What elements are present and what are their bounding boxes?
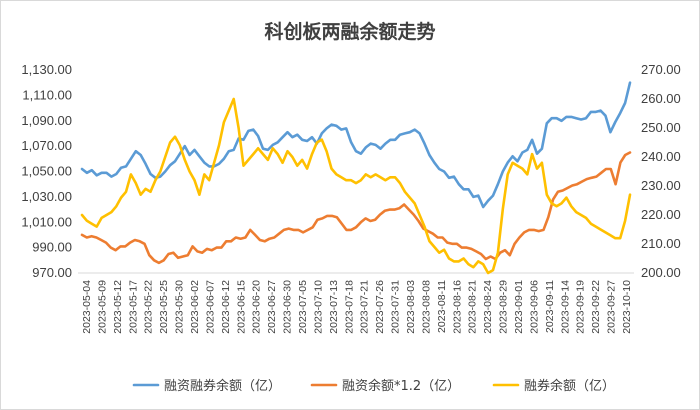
x-tick-label: 2023-05-12: [112, 280, 124, 334]
x-tick-label: 2023-05-17: [127, 280, 139, 334]
series-line-3: [80, 97, 632, 275]
x-tick-label: 2023-09-19: [575, 280, 587, 334]
x-tick-label: 2023-07-13: [328, 280, 340, 334]
y-right-tick-label: 260.00: [641, 91, 681, 106]
x-tick-label: 2023-08-24: [482, 280, 494, 334]
y-right-axis: 200.00 210.00 220.00 230.00 240.00 250.00 260.…: [641, 62, 681, 280]
legend-label-1: 融资融券余额（亿）: [164, 378, 281, 394]
x-tick-label: 2023-08-29: [498, 280, 510, 334]
x-tick-label: 2023-06-15: [235, 280, 247, 334]
x-tick-label: 2023-09-22: [590, 280, 602, 334]
x-tick-label: 2023-05-04: [81, 280, 93, 334]
x-tick-label: 2023-09-14: [559, 280, 571, 334]
y-right-tick-label: 230.00: [641, 178, 681, 193]
x-tick-label: 2023-07-31: [390, 280, 402, 334]
series-line-1: [80, 81, 632, 209]
legend: 融资融券余额（亿） 融资余额*1.2（亿） 融券余额（亿）: [132, 378, 615, 394]
x-tick-label: 2023-06-30: [282, 280, 294, 334]
y-right-tick-label: 240.00: [641, 149, 681, 164]
x-tick-label: 2023-06-12: [220, 280, 232, 334]
y-left-tick-label: 990.00: [32, 240, 72, 255]
x-tick-label: 2023-08-03: [405, 280, 417, 334]
x-tick-label: 2023-08-21: [467, 280, 479, 334]
y-right-tick-label: 200.00: [641, 265, 681, 280]
x-tick-label: 2023-09-06: [528, 280, 540, 334]
x-tick-label: 2023-10-10: [621, 280, 633, 334]
series-lines: [80, 81, 632, 275]
legend-label-2: 融资余额*1.2（亿）: [342, 378, 460, 394]
legend-label-3: 融券余额（亿）: [524, 378, 615, 394]
y-left-tick-label: 1,110.00: [22, 87, 72, 102]
x-tick-label: 2023-06-20: [251, 280, 263, 334]
x-tick-label: 2023-09-27: [606, 280, 618, 334]
y-right-tick-label: 270.00: [641, 62, 681, 77]
y-left-tick-label: 1,070.00: [21, 138, 72, 153]
x-tick-label: 2023-06-02: [189, 280, 201, 334]
chart-title: 科创板两融余额走势: [264, 20, 435, 43]
x-tick-label: 2023-05-25: [158, 280, 170, 334]
y-left-tick-label: 1,130.00: [21, 62, 72, 77]
y-right-tick-label: 250.00: [641, 120, 681, 135]
y-left-tick-label: 1,050.00: [21, 164, 72, 179]
x-axis: 2023-05-04 2023-05-09 2023-05-12 2023-05-17…: [81, 280, 633, 334]
y-left-tick-label: 1,090.00: [21, 113, 72, 128]
series-line-2: [80, 151, 632, 265]
x-tick-label: 2023-08-11: [436, 280, 448, 333]
x-tick-label: 2023-07-05: [297, 280, 309, 334]
x-tick-label: 2023-05-09: [96, 280, 108, 334]
y-left-tick-label: 1,030.00: [21, 189, 72, 204]
x-tick-label: 2023-07-21: [359, 280, 371, 334]
x-tick-label: 2023-06-07: [204, 280, 216, 334]
y-left-tick-label: 1,010.00: [21, 214, 72, 229]
x-tick-label: 2023-08-16: [451, 280, 463, 334]
y-left-axis: 970.00 990.00 1,010.00 1,030.00 1,050.00 1,07…: [21, 62, 72, 280]
y-right-tick-label: 220.00: [641, 207, 681, 222]
y-right-tick-label: 210.00: [641, 236, 681, 251]
x-tick-label: 2023-05-30: [174, 280, 186, 334]
x-tick-label: 2023-08-08: [420, 280, 432, 334]
x-tick-label: 2023-06-27: [266, 280, 278, 334]
x-tick-label: 2023-05-22: [143, 280, 155, 334]
x-tick-label: 2023-07-26: [374, 280, 386, 334]
x-tick-label: 2023-07-10: [312, 280, 324, 334]
x-tick-label: 2023-07-18: [343, 280, 355, 334]
y-left-tick-label: 970.00: [32, 265, 72, 280]
x-tick-label: 2023-09-11: [544, 280, 556, 333]
x-tick-label: 2023-09-01: [513, 280, 525, 334]
